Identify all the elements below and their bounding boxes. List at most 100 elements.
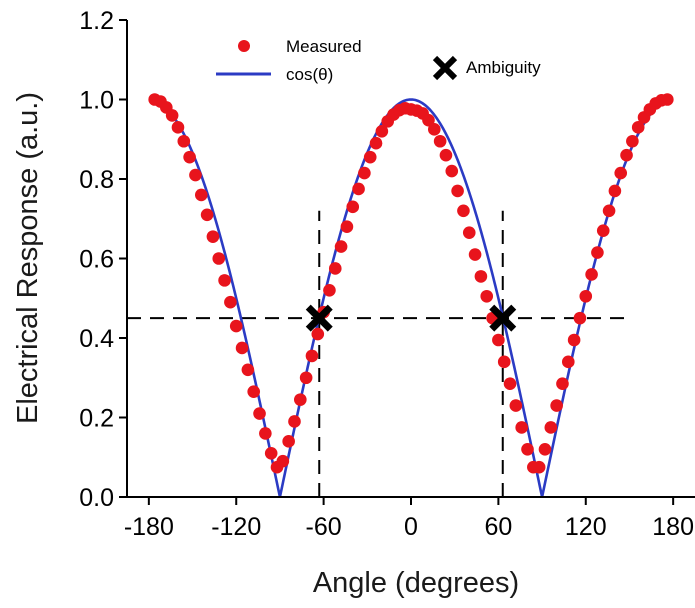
measured-point — [573, 311, 587, 325]
measured-point — [212, 252, 226, 265]
measured-point — [661, 93, 674, 106]
reference-lines — [127, 210, 630, 497]
y-tick-label: 0.8 — [79, 166, 114, 194]
measured-point — [585, 268, 598, 281]
measured-point — [183, 150, 196, 164]
measured-points-layer — [148, 93, 674, 474]
measured-point — [358, 166, 371, 180]
measured-point — [229, 319, 243, 333]
x-tick-label: -180 — [124, 513, 174, 541]
measured-point — [602, 204, 616, 218]
measured-point — [620, 148, 633, 162]
measured-point — [468, 248, 482, 261]
measured-point — [480, 289, 494, 303]
x-tick-label: 180 — [652, 513, 694, 541]
measured-point — [323, 284, 336, 297]
measured-point — [352, 182, 365, 196]
measured-point — [492, 333, 505, 347]
measured-point — [550, 399, 563, 412]
measured-point — [521, 443, 534, 456]
measured-point — [253, 407, 266, 420]
measured-point — [247, 385, 261, 398]
measured-point — [165, 109, 179, 122]
measured-point — [224, 295, 237, 309]
measured-point — [515, 421, 528, 434]
measured-point — [305, 349, 319, 363]
measured-point — [328, 262, 342, 275]
measured-point — [235, 341, 249, 355]
y-tick-label: 0.0 — [79, 484, 114, 512]
legend: Measured cos(θ) Ambiguity — [216, 37, 541, 84]
measured-point — [439, 148, 453, 162]
ambiguity-markers-layer — [305, 304, 517, 332]
measured-point — [177, 134, 191, 148]
legend-ambiguity-label: Ambiguity — [466, 58, 541, 77]
measured-point — [428, 123, 441, 136]
measured-point — [259, 427, 272, 440]
y-tick-label: 1.0 — [79, 87, 114, 115]
measured-point — [299, 371, 313, 385]
measured-point — [451, 184, 464, 198]
measured-point — [241, 363, 255, 377]
ambiguity-marker — [305, 304, 333, 332]
ticks-layer: -180 -120 -60 0 60 120 180 0.0 0.2 0.4 0.6 0.8 1.0 1.… — [79, 7, 694, 541]
measured-point — [194, 188, 208, 202]
measured-point — [218, 274, 231, 287]
measured-point — [288, 415, 301, 428]
measured-point — [579, 289, 593, 303]
measured-point — [206, 230, 220, 243]
y-tick-label: 0.4 — [79, 325, 114, 353]
measured-point — [334, 240, 348, 253]
x-tick-label: 0 — [404, 513, 418, 541]
y-tick-label: 0.2 — [79, 405, 114, 433]
x-tick-label: 60 — [484, 513, 512, 541]
measured-point — [445, 164, 459, 178]
measured-point — [509, 399, 523, 412]
measured-point — [614, 166, 628, 180]
measured-point — [556, 377, 569, 391]
measured-point — [503, 377, 517, 391]
measured-point — [462, 226, 476, 239]
measured-point — [433, 134, 447, 148]
x-tick-label: -120 — [211, 513, 261, 541]
measured-point — [422, 113, 435, 127]
measured-point — [189, 168, 202, 182]
measured-point — [294, 393, 307, 406]
measured-point — [171, 121, 185, 134]
measured-point — [538, 443, 552, 456]
y-tick-label: 1.2 — [79, 7, 114, 35]
measured-point — [200, 208, 214, 222]
measured-point — [608, 184, 622, 198]
measured-point — [474, 270, 488, 283]
legend-measured-label: Measured — [286, 37, 362, 56]
measured-point — [346, 200, 360, 214]
measured-point — [375, 125, 389, 138]
ambiguity-marker — [489, 304, 517, 332]
measured-point — [457, 204, 470, 218]
measured-point — [497, 355, 511, 369]
measured-point — [626, 134, 639, 148]
measured-point — [282, 435, 295, 448]
y-axis-title: Electrical Response (a.u.) — [12, 92, 44, 424]
measured-point — [532, 460, 546, 474]
measured-point — [276, 454, 290, 468]
measured-point — [561, 355, 575, 369]
measured-point — [631, 121, 645, 134]
measured-point — [596, 224, 610, 237]
x-tick-label: -60 — [306, 513, 342, 541]
measured-point — [264, 446, 278, 460]
measured-point — [340, 220, 354, 233]
measured-point — [544, 421, 558, 434]
x-tick-label: 120 — [565, 513, 607, 541]
measured-point — [591, 246, 604, 259]
measured-point — [363, 150, 377, 164]
legend-cos-label: cos(θ) — [286, 65, 333, 84]
y-tick-label: 0.6 — [79, 246, 114, 274]
legend-measured-symbol — [238, 40, 250, 52]
measured-point — [369, 136, 383, 150]
measured-point — [567, 333, 581, 347]
x-axis-title: Angle (degrees) — [313, 567, 519, 599]
measured-point — [311, 327, 325, 341]
legend-ambiguity-symbol — [432, 55, 458, 81]
